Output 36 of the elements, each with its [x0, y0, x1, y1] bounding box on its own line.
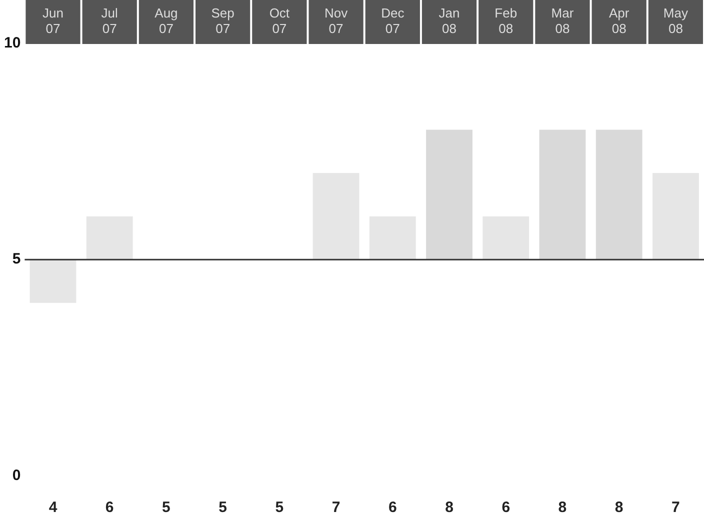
bar — [426, 130, 472, 260]
y-tick-label: 10 — [4, 34, 21, 52]
x-tick-label: Jan 08 — [438, 5, 460, 36]
bar — [652, 173, 699, 260]
x-tick-label: Jun 07 — [42, 5, 64, 36]
x-tick-label: Nov 07 — [324, 5, 348, 36]
data-label: 6 — [105, 499, 114, 516]
text: 5 — [162, 499, 170, 516]
bar — [30, 260, 76, 303]
text: 5 — [275, 499, 284, 516]
x-tick-label: Sep 07 — [211, 5, 234, 36]
data-label: 8 — [614, 499, 624, 516]
bar — [539, 130, 586, 260]
data-label: 7 — [672, 499, 680, 516]
x-tick-label: Oct 07 — [269, 5, 290, 36]
data-label: 8 — [445, 499, 454, 516]
data-label: 6 — [388, 499, 397, 516]
x-tick-label: Feb 08 — [494, 5, 518, 36]
y-tick-label: 5 — [12, 250, 21, 268]
data-label: 6 — [502, 499, 510, 516]
bar — [86, 216, 133, 260]
data-label: 8 — [558, 499, 567, 516]
data-label: 7 — [332, 499, 340, 516]
x-tick-label: Jul 07 — [101, 5, 118, 36]
y-tick-label: 0 — [12, 467, 21, 484]
x-tick-label: Mar 08 — [551, 5, 574, 36]
text: 5 — [218, 499, 227, 516]
x-tick-label: Dec 07 — [381, 5, 405, 36]
bar — [312, 173, 360, 260]
bar — [369, 216, 416, 260]
x-tick-label: Aug 07 — [154, 5, 178, 36]
bar — [482, 216, 530, 260]
data-label: 4 — [48, 499, 58, 516]
x-tick-label: May 08 — [663, 5, 688, 36]
bar — [596, 130, 642, 260]
x-tick-label: Apr 08 — [608, 5, 630, 36]
